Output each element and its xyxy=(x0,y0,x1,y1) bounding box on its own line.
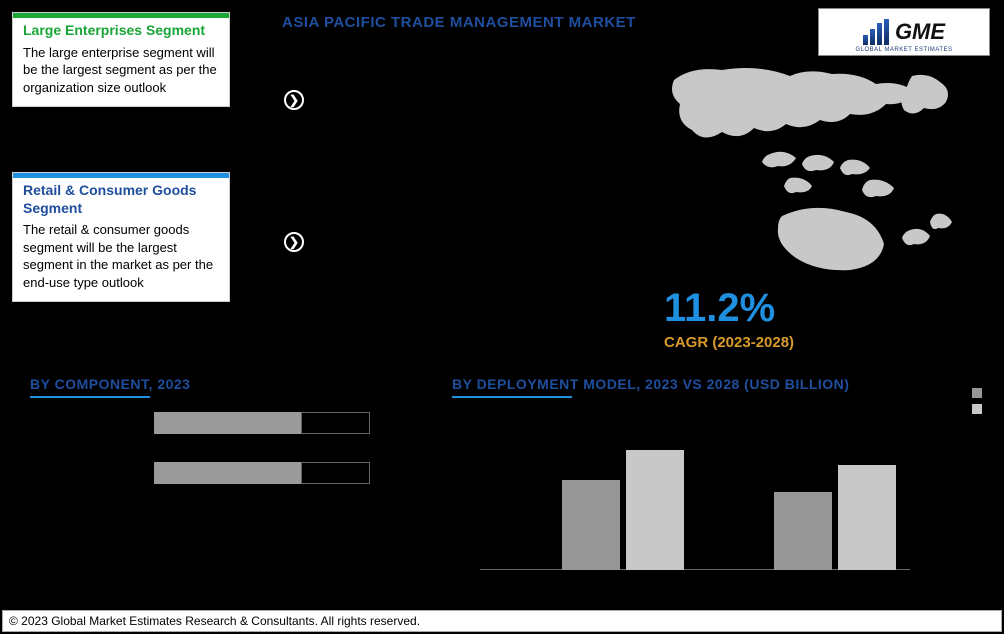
deployment-bar-group xyxy=(774,465,896,570)
legend-item xyxy=(972,404,982,414)
deployment-chart xyxy=(470,404,930,582)
component-bar-row xyxy=(154,462,370,484)
deployment-section-header: BY DEPLOYMENT MODEL, 2023 VS 2028 (USD B… xyxy=(452,376,849,398)
component-bar-segment xyxy=(301,462,370,484)
segment-heading: Large Enterprises Segment xyxy=(23,22,219,40)
segment-body: The large enterprise segment will be the… xyxy=(23,44,219,97)
segment-body: The retail & consumer goods segment will… xyxy=(23,221,219,291)
deployment-legend xyxy=(972,388,982,420)
arrow-right-icon: ❯ xyxy=(284,232,304,252)
cagr-label: CAGR (2023-2028) xyxy=(664,334,794,351)
legend-swatch-icon xyxy=(972,388,982,398)
deployment-bar xyxy=(838,465,896,570)
component-bar-segment xyxy=(154,462,301,484)
component-section-header: BY COMPONENT, 2023 xyxy=(30,376,190,398)
segment-accent-bar xyxy=(13,173,229,178)
logo-tagline: GLOBAL MARKET ESTIMATES xyxy=(819,47,989,53)
logo-bars-icon xyxy=(863,19,889,45)
segment-accent-bar xyxy=(13,13,229,18)
page-title: ASIA PACIFIC TRADE MANAGEMENT MARKET xyxy=(282,14,636,31)
arrow-right-icon: ❯ xyxy=(284,90,304,110)
legend-swatch-icon xyxy=(972,404,982,414)
component-chart-title: BY COMPONENT, 2023 xyxy=(30,376,190,392)
deployment-bar xyxy=(774,492,832,570)
component-bar-row xyxy=(154,412,370,434)
segment-card-large-enterprises: Large Enterprises Segment The large ente… xyxy=(12,12,230,107)
segment-card-retail-consumer: Retail & Consumer Goods Segment The reta… xyxy=(12,172,230,302)
copyright-footer: © 2023 Global Market Estimates Research … xyxy=(2,610,1002,632)
asia-pacific-map xyxy=(662,62,982,274)
component-bar-segment xyxy=(154,412,301,434)
title-underline xyxy=(452,396,572,398)
deployment-chart-title: BY DEPLOYMENT MODEL, 2023 VS 2028 (USD B… xyxy=(452,376,849,392)
deployment-bar-group xyxy=(562,450,684,570)
legend-item xyxy=(972,388,982,398)
cagr-value: 11.2% xyxy=(664,286,775,331)
logo-brand-text: GME xyxy=(895,19,945,45)
component-bar-segment xyxy=(301,412,370,434)
component-chart xyxy=(154,412,370,512)
brand-logo: GME GLOBAL MARKET ESTIMATES xyxy=(818,8,990,56)
deployment-bar xyxy=(562,480,620,570)
segment-heading: Retail & Consumer Goods Segment xyxy=(23,182,219,217)
title-underline xyxy=(30,396,150,398)
deployment-bar xyxy=(626,450,684,570)
